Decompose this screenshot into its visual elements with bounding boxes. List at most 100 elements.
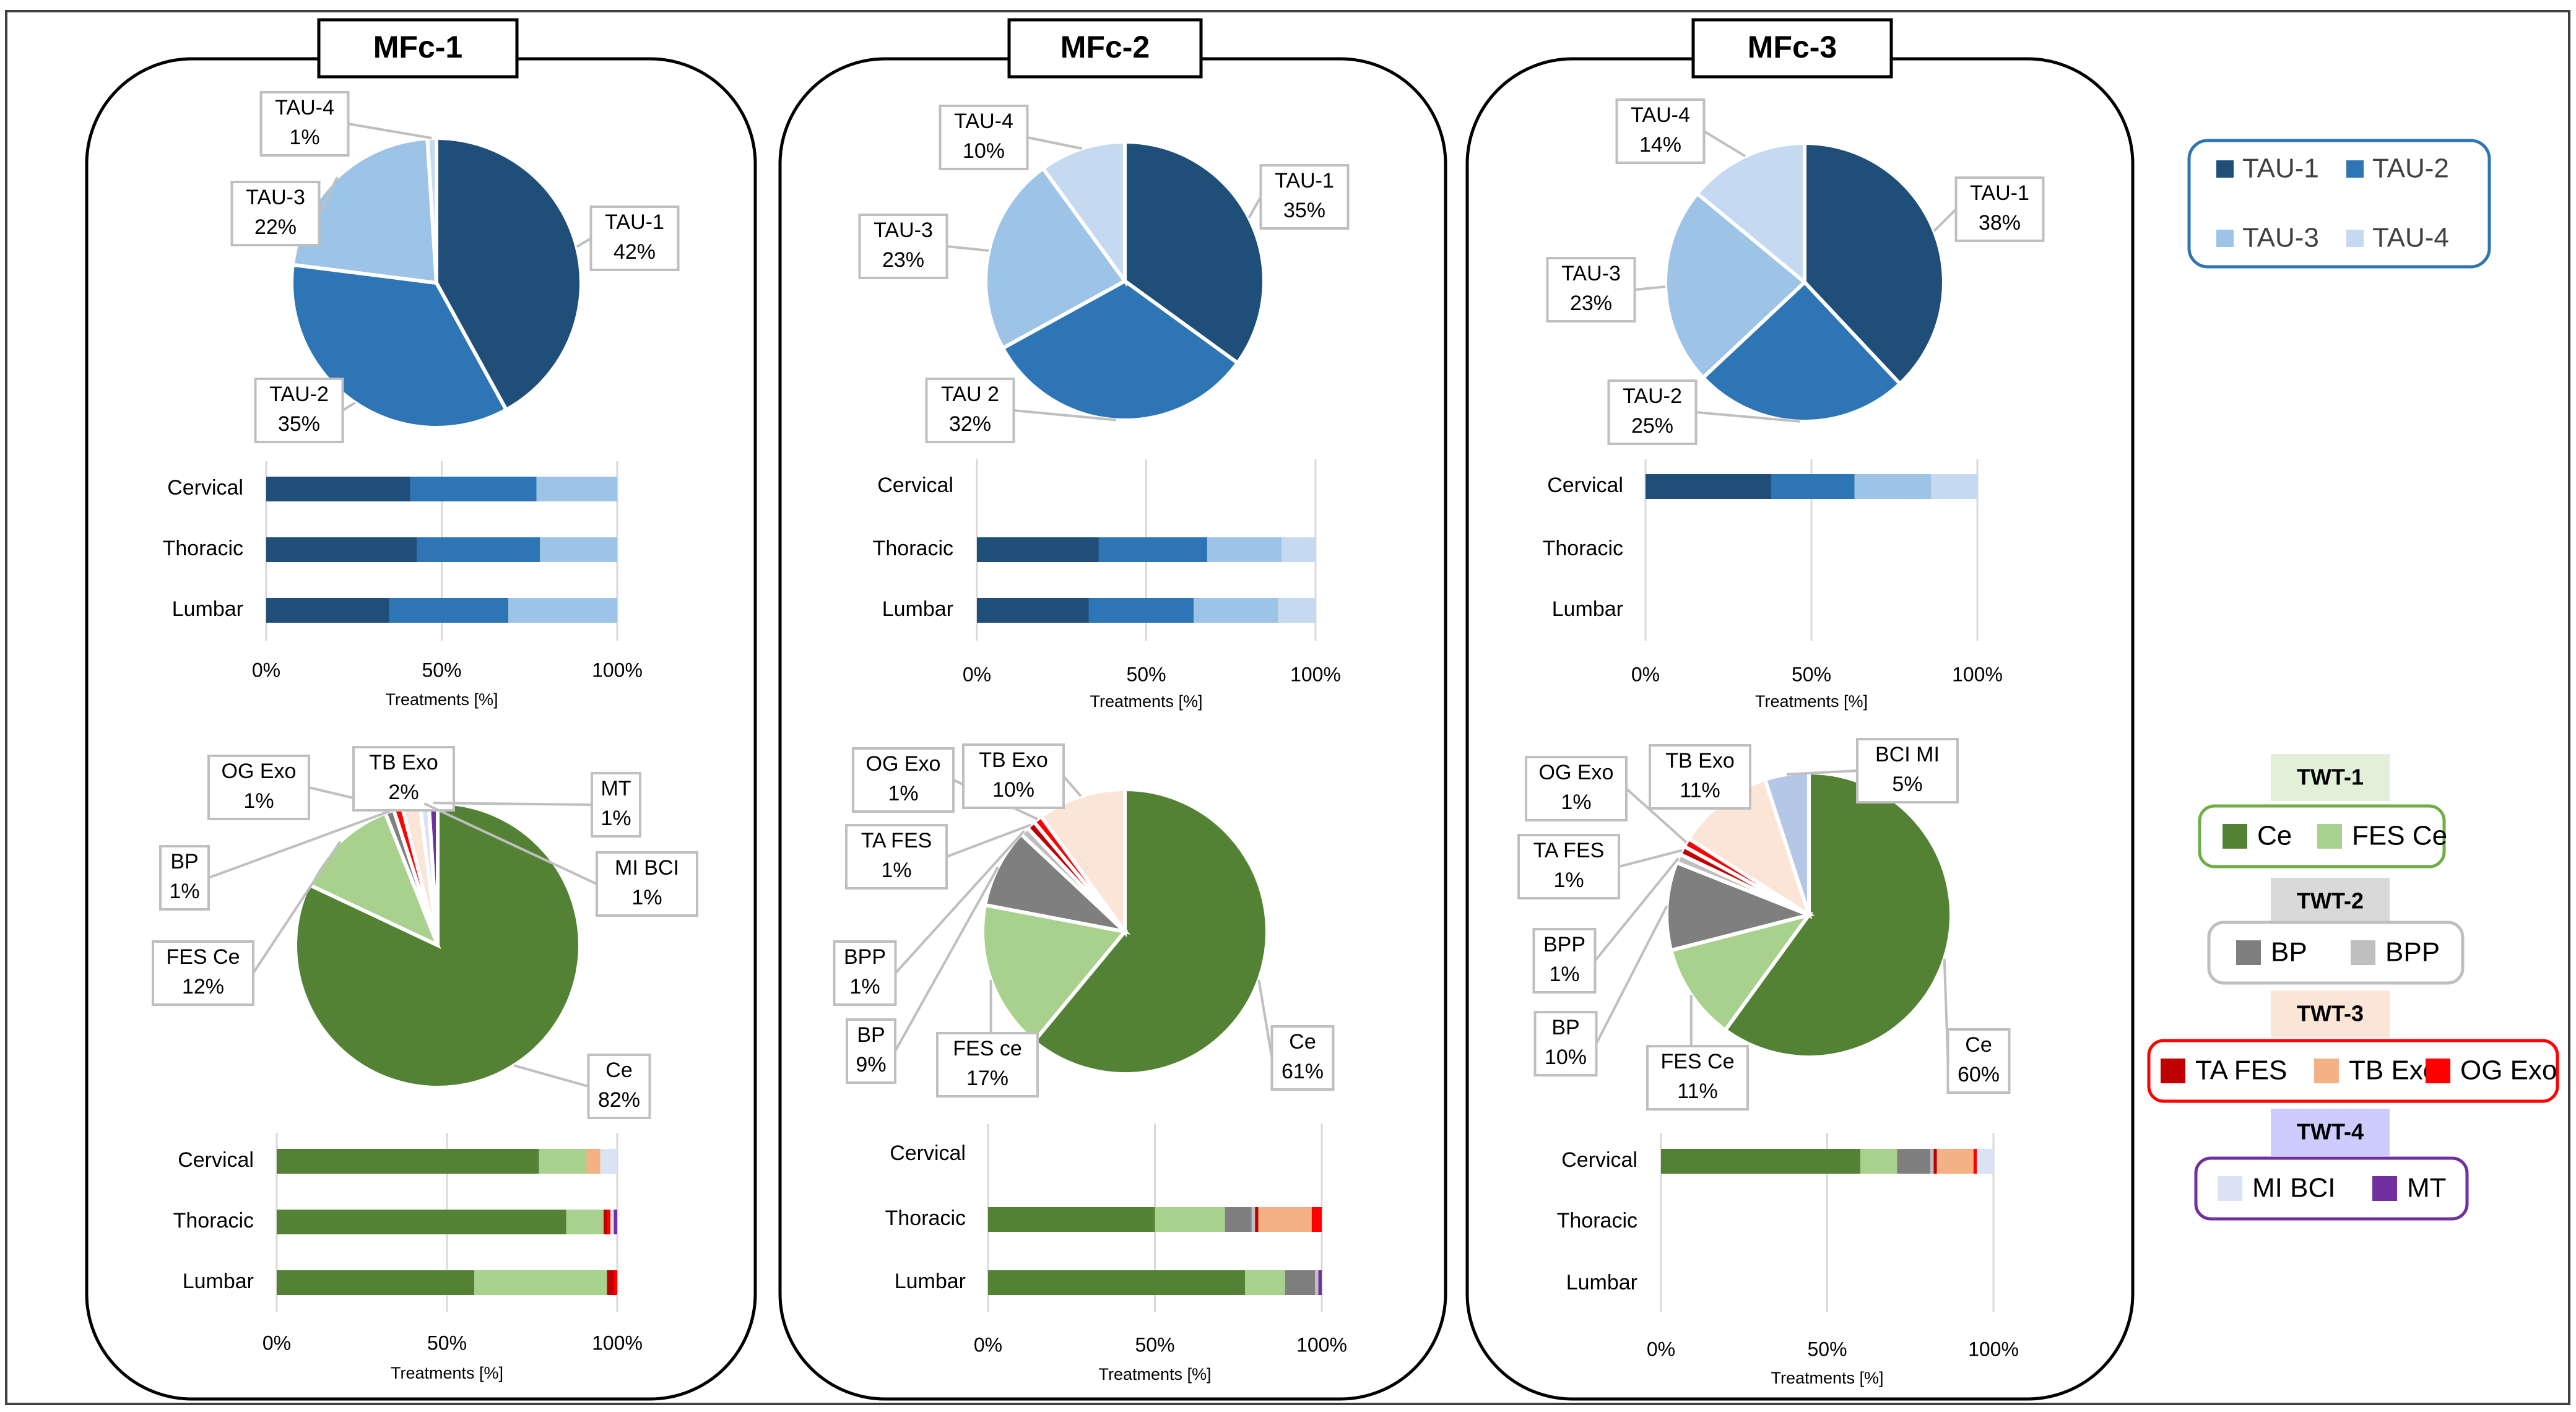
mfc-2-twt-pie-label-box-og-exo <box>852 747 955 813</box>
mfc-2-tau-pie-label-pct-tau-4: 10% <box>963 139 1005 163</box>
mfc-3-twt-bar-bar-cervical-og-exo <box>1973 1149 1977 1174</box>
mfc-3-twt-pie-label-pct-bp: 10% <box>1545 1046 1587 1069</box>
mfc-1-tau-bar-bar-lumbar-tau-2 <box>389 598 509 623</box>
mfc-1-tau-bar-tick-50: 50% <box>422 659 461 681</box>
mfc-1-twt-pie-label-box-tb-exo <box>352 746 455 812</box>
mfc-3-tau-pie: TAU-1 38% TAU-2 25% TAU-3 23% TAU-4 14% <box>1546 98 2045 445</box>
mfc-2-tau-pie-label-name-tau-4: TAU-4 <box>954 110 1013 133</box>
mfc-3-twt-bar-bar-cervical-ta-fes <box>1933 1149 1937 1174</box>
mfc-2-twt-bar-tick-50: 50% <box>1135 1333 1174 1356</box>
mfc-1-twt-bar-bar-cervical-mi-bci <box>600 1149 617 1174</box>
tau-legend-label-tau-3: TAU-3 <box>2242 223 2319 253</box>
mfc-1-twt-pie-leader-ce <box>513 1064 589 1088</box>
mfc-1-twt-pie: Ce 82% FES Ce 12% BP 1% OG Exo 1% TB Exo 2% MI BCI… <box>152 746 698 1119</box>
mfc-1-tau-pie-label-name-tau-3: TAU-3 <box>246 186 305 209</box>
mfc-3-tau-pie-leader-tau-3 <box>1634 285 1666 291</box>
mfc-1-tau-bar-bar-lumbar-tau-3 <box>508 598 617 623</box>
mfc-1-tau-bar-category-thoracic: Thoracic <box>163 537 243 560</box>
mfc-3-tau-bar-bar-cervical-tau-1 <box>1646 474 1772 499</box>
mfc-2-tau-pie-label-pct-tau-2: 32% <box>949 412 991 436</box>
mfc-3-tau-bar-bar-cervical-tau-2 <box>1771 474 1855 499</box>
mfc-3-twt-pie-label-name-ta-fes: TA FES <box>1533 839 1605 862</box>
mfc-1-tau-pie-leader-tau-4 <box>348 123 432 140</box>
mfc-2-tau-pie-leader-tau-1 <box>1247 196 1262 219</box>
mfc-1-twt-bar-bar-cervical-tb-exo <box>586 1149 601 1174</box>
mfc-2-tau-pie-leader-tau-4 <box>1027 136 1082 150</box>
mfc-2-twt-pie-label-pct-ce: 61% <box>1281 1060 1324 1083</box>
mfc-3-twt-pie-label-box-ce <box>1946 1028 2011 1094</box>
mfc-1-twt-pie-label-pct-mt: 1% <box>601 807 631 830</box>
mfc-3-twt-pie-slice-bp <box>1665 860 1815 953</box>
mfc-2-twt-pie-label-box-ta-fes <box>845 824 948 890</box>
twt-3-legend: TWT-3 TA FES TB Exo OG Exo <box>2147 990 2559 1103</box>
mfc-3-tau-bar-bar-cervical-tau-3 <box>1854 474 1931 499</box>
mfc-2-twt-pie-label-name-og-exo: OG Exo <box>866 752 941 776</box>
mfc-2-twt-pie-slice-tb-exo <box>1038 787 1127 938</box>
mfc-1-twt-bar-xlabel: Treatments [%] <box>391 1364 503 1382</box>
twt-3-legend-label-og-exo: OG Exo <box>2460 1055 2557 1086</box>
mfc-3-twt-pie-leader-bp <box>1595 905 1668 1044</box>
mfc-3-twt-pie-label-box-bci-mi <box>1856 738 1959 803</box>
mfc-2-twt-pie-leader-ce <box>1257 979 1273 1059</box>
mfc-1-tau-pie-leader-tau-3 <box>318 176 339 214</box>
mfc-1-twt-pie-label-name-og-exo: OG Exo <box>222 760 297 783</box>
twt-2-legend-box <box>2207 920 2465 985</box>
mfc-3-twt-pie-label-box-fes-ce <box>1646 1045 1749 1111</box>
mfc-2-tau-pie-label-pct-tau-1: 35% <box>1283 199 1325 222</box>
mfc-3-twt-bar-bar-cervical-bpp <box>1930 1149 1934 1174</box>
mfc-1-tau-bar-category-cervical: Cervical <box>167 476 243 500</box>
mfc-1-tau-bar-xlabel: Treatments [%] <box>385 690 498 709</box>
figure-frame <box>5 10 2570 1405</box>
mfc-3-twt-pie-label-pct-og-exo: 1% <box>1561 790 1591 814</box>
mfc-3-twt-pie-label-name-bci-mi: BCI MI <box>1875 743 1940 766</box>
mfc-2-tau-bar-category-lumbar: Lumbar <box>882 597 953 621</box>
twt-4-legend-box <box>2194 1156 2469 1221</box>
twt-2-legend-title: TWT-2 <box>2297 888 2364 914</box>
twt-3-legend-swatch-ta-fes <box>2161 1059 2185 1083</box>
mfc-2-twt-pie-label-name-fes-ce: FES ce <box>953 1037 1021 1060</box>
mfc-3-twt-bar-category-thoracic: Thoracic <box>1557 1209 1637 1232</box>
twt-2-legend-header <box>2271 878 2390 925</box>
mfc-1-twt-bar-category-cervical: Cervical <box>178 1148 254 1172</box>
mfc-1-tau-bar-bar-cervical-tau-2 <box>410 477 537 501</box>
twt-3-legend-label-tb-exo: TB Exo <box>2349 1055 2438 1086</box>
twt-4-legend-label-mi-bci: MI BCI <box>2252 1173 2335 1203</box>
mfc-2-twt-bar-bar-thoracic-tb-exo <box>1258 1207 1312 1232</box>
mfc-1-tau-bar-bar-lumbar-tau-1 <box>266 598 389 623</box>
mfc-1-tau-bar-bar-thoracic-tau-2 <box>417 537 540 562</box>
mfc-1-twt-bar: Cervical Thoracic Lumbar 0% 50% 100% Treatment… <box>173 1133 643 1382</box>
mfc-2-tau-pie-slice-tau-4 <box>1040 139 1127 287</box>
mfc-2-twt-bar-category-thoracic: Thoracic <box>885 1206 966 1230</box>
mfc-1-tau-bar-bar-thoracic-tau-1 <box>266 537 417 562</box>
mfc-1-twt-bar-bar-lumbar-ce <box>277 1270 474 1295</box>
mfc-2-twt-bar-bar-thoracic-og-exo <box>1311 1207 1322 1232</box>
mfc-1-tau-bar: Cervical Thoracic Lumbar 0% 50% 100% Treatment… <box>163 461 643 709</box>
mfc-3-tau-pie-slice-tau-3 <box>1663 191 1808 381</box>
mfc-3-twt-pie-label-box-ta-fes <box>1517 834 1620 899</box>
twt-3-legend-label-ta-fes: TA FES <box>2195 1055 2287 1086</box>
mfc-3-twt-pie: Ce 60% FES Ce 11% BP 10% BPP 1% TA FES 1% OG Exo 1%… <box>1517 738 2011 1111</box>
mfc-1-title: MFc-1 <box>373 30 462 64</box>
mfc-3-twt-pie-label-name-fes-ce: FES Ce <box>1660 1050 1734 1073</box>
twt-1-legend-label-ce: Ce <box>2257 821 2292 851</box>
mfc-3-twt-pie-label-name-bpp: BPP <box>1543 933 1585 956</box>
mfc-1-twt-pie-label-pct-mi-bci: 1% <box>631 886 662 909</box>
mfc-3-twt-bar-bar-cervical-fes-ce <box>1860 1149 1897 1174</box>
mfc-1-twt-bar-tick-50: 50% <box>427 1332 467 1354</box>
mfc-1-twt-bar-bar-thoracic-mt <box>614 1210 617 1234</box>
mfc-1-twt-pie-label-name-fes-ce: FES Ce <box>166 945 240 969</box>
mfc-2-tau-pie-label-box-tau-4 <box>939 105 1029 170</box>
tau-legend-label-tau-2: TAU-2 <box>2372 154 2449 184</box>
mfc-2-tau-pie-label-name-tau-1: TAU-1 <box>1275 169 1334 193</box>
mfc-3-tau-pie-label-pct-tau-4: 14% <box>1639 133 1681 157</box>
mfc-3-twt-pie-label-pct-ce: 60% <box>1958 1063 2000 1086</box>
twt-4-legend-label-mt: MT <box>2407 1173 2447 1203</box>
tau-legend-box <box>2187 139 2491 269</box>
mfc-1-twt-pie-label-box-mt <box>591 772 641 838</box>
mfc-2-tau-pie-label-box-tau-2 <box>925 378 1015 443</box>
mfc-1-twt-bar-bar-lumbar-fes-ce <box>474 1270 607 1295</box>
mfc-2-twt-bar-bar-thoracic-bp <box>1225 1207 1252 1232</box>
mfc-2-twt-pie-label-pct-tb-exo: 10% <box>992 778 1034 802</box>
mfc-3-twt-bar: Cervical Thoracic Lumbar 0% 50% 100% Treatment… <box>1557 1133 2019 1387</box>
twt-1-legend-title: TWT-1 <box>2297 764 2364 790</box>
